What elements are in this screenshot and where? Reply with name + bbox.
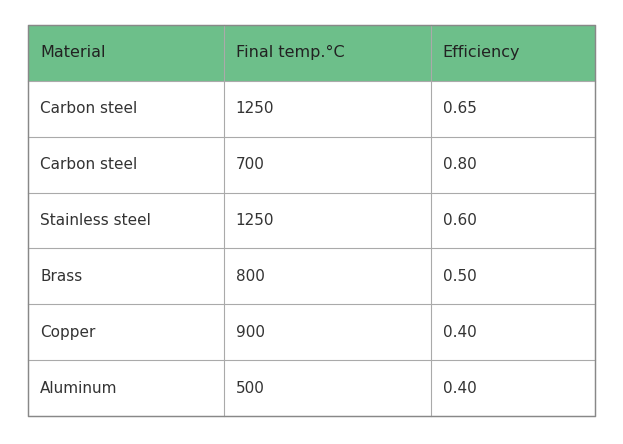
Text: Final temp.°C: Final temp.°C bbox=[235, 45, 345, 60]
Text: Copper: Copper bbox=[40, 325, 95, 340]
Text: 0.40: 0.40 bbox=[442, 325, 477, 340]
FancyBboxPatch shape bbox=[28, 25, 595, 81]
Text: Efficiency: Efficiency bbox=[442, 45, 520, 60]
Text: 1250: 1250 bbox=[235, 213, 274, 228]
Text: 0.60: 0.60 bbox=[442, 213, 477, 228]
Text: 0.40: 0.40 bbox=[442, 381, 477, 396]
Text: Carbon steel: Carbon steel bbox=[40, 157, 137, 172]
Text: 1250: 1250 bbox=[235, 101, 274, 116]
Text: 500: 500 bbox=[235, 381, 265, 396]
Text: Aluminum: Aluminum bbox=[40, 381, 118, 396]
FancyBboxPatch shape bbox=[28, 81, 595, 137]
Text: 800: 800 bbox=[235, 269, 265, 284]
Text: Material: Material bbox=[40, 45, 105, 60]
FancyBboxPatch shape bbox=[28, 193, 595, 249]
Text: 700: 700 bbox=[235, 157, 265, 172]
Text: 0.65: 0.65 bbox=[442, 101, 477, 116]
Text: 900: 900 bbox=[235, 325, 265, 340]
Text: 0.50: 0.50 bbox=[442, 269, 477, 284]
Text: Brass: Brass bbox=[40, 269, 82, 284]
Text: 0.80: 0.80 bbox=[442, 157, 477, 172]
FancyBboxPatch shape bbox=[28, 137, 595, 193]
Text: Stainless steel: Stainless steel bbox=[40, 213, 151, 228]
FancyBboxPatch shape bbox=[28, 249, 595, 304]
FancyBboxPatch shape bbox=[28, 360, 595, 416]
Text: Carbon steel: Carbon steel bbox=[40, 101, 137, 116]
FancyBboxPatch shape bbox=[28, 304, 595, 360]
